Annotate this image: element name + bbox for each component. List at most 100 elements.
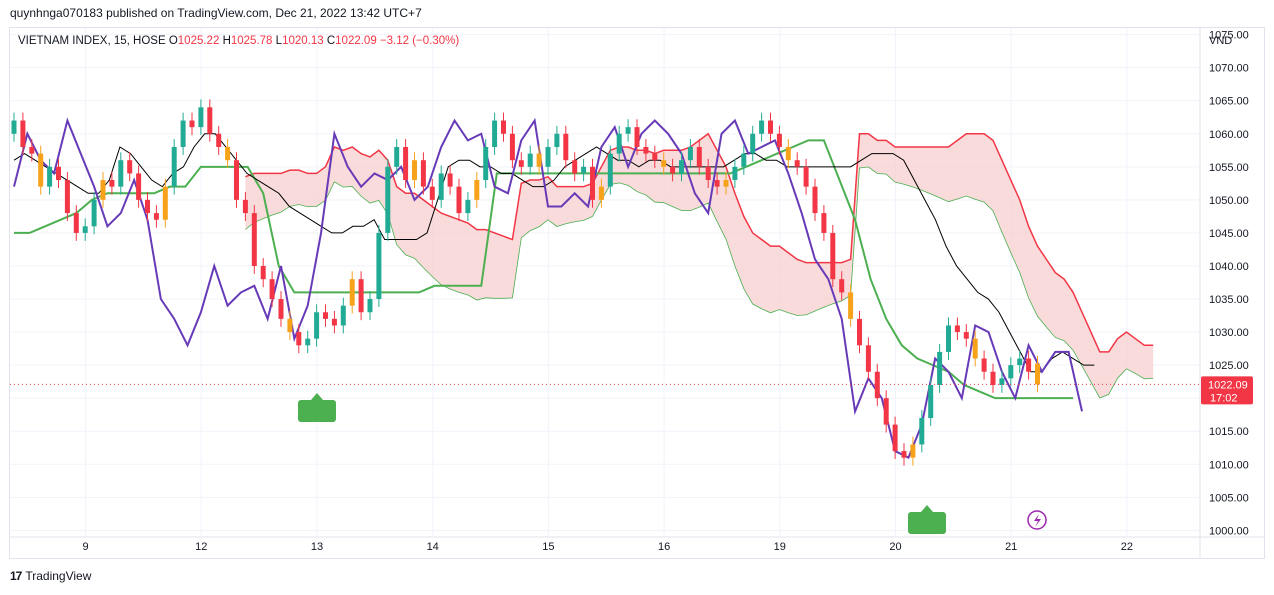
candle-body (474, 180, 480, 200)
candle-body (563, 133, 569, 161)
open-label: O (168, 35, 178, 47)
lightning-icon (1027, 510, 1047, 530)
candle-body (127, 160, 133, 174)
candle-body (100, 180, 106, 200)
candle-body (358, 279, 364, 313)
candle-body (652, 153, 658, 161)
candle-body (180, 120, 186, 147)
candle-body (420, 160, 426, 187)
symbol-name: VIETNAM INDEX, 15, HOSE (18, 35, 166, 47)
candle-body (429, 186, 435, 200)
footer: 17 TradingView (10, 569, 91, 583)
candle-body (554, 133, 560, 147)
countdown-label: 17:02 (1210, 392, 1238, 404)
candle-body (821, 213, 827, 233)
x-tick-label: 12 (195, 541, 207, 553)
candle-body (776, 133, 782, 147)
candle-body (447, 173, 453, 187)
y-tick-label: 1060.00 (1209, 129, 1249, 141)
candle-body (874, 371, 880, 399)
candle-body (981, 358, 987, 372)
cloud-area (245, 133, 1154, 398)
candle-body (590, 166, 595, 200)
y-tick-label: 1050.00 (1209, 195, 1249, 207)
candle-body (928, 384, 934, 419)
candle-body (812, 186, 818, 214)
lightning-bolt (1034, 514, 1041, 527)
candle-body (1008, 365, 1014, 379)
candle-body (251, 213, 257, 266)
candle-body (607, 153, 613, 187)
candle-body (803, 166, 809, 187)
candle-body (376, 232, 382, 300)
candles (11, 99, 1040, 466)
candle-body (598, 186, 604, 200)
published-by-line: quynhnga070183 published on TradingView.… (10, 6, 422, 20)
candle-body (367, 299, 373, 313)
candle-body (572, 160, 578, 174)
candle-body (910, 444, 916, 458)
candle-body (385, 166, 391, 233)
x-tick-label: 16 (658, 541, 670, 553)
close-label: C (326, 35, 336, 47)
y-tick-label: 1030.00 (1209, 327, 1249, 339)
candle-body (465, 199, 471, 214)
x-tick-label: 21 (1005, 541, 1017, 553)
candle-body (403, 146, 409, 181)
candle-body (29, 146, 35, 154)
candle-body (1017, 358, 1023, 366)
y-tick-label: 1045.00 (1209, 228, 1249, 240)
y-tick-label: 1005.00 (1209, 492, 1249, 504)
candle-body (305, 338, 311, 346)
symbol-legend: VIETNAM INDEX, 15, HOSE O1025.22 H1025.7… (18, 35, 459, 47)
y-tick-label: 1075.00 (1209, 30, 1249, 42)
chart-frame (9, 27, 1265, 559)
candle-body (643, 146, 649, 154)
candle-body (438, 173, 444, 200)
time-axis: 9 12 13 14 15 16 19 20 21 22 (83, 541, 1133, 553)
candle-body (937, 351, 943, 385)
candle-body (287, 318, 293, 333)
candle-body (892, 424, 898, 452)
candle-body (616, 133, 622, 154)
candle-body (919, 418, 925, 445)
candle-body (518, 160, 524, 167)
candle-body (696, 146, 702, 167)
candle-body (634, 127, 640, 147)
grid (10, 28, 1264, 558)
x-tick-label: 14 (427, 541, 439, 553)
candle-body (234, 160, 239, 200)
candle-body (723, 180, 729, 187)
candle-body (216, 133, 222, 147)
candle-body (545, 146, 551, 167)
close-value: 1022.09 (335, 35, 377, 47)
price-axis: 1000.001005.001010.001015.001020.001025.… (1209, 30, 1249, 538)
x-tick-label: 19 (774, 541, 786, 553)
low-label: L (275, 35, 283, 47)
y-tick-label: 1055.00 (1209, 162, 1249, 174)
brand-name[interactable]: TradingView (25, 569, 92, 583)
buy-marker-arrow (921, 505, 933, 512)
candle-body (82, 226, 88, 233)
axis-unit-label: VND (1209, 35, 1233, 47)
x-tick-label: 9 (83, 541, 89, 553)
candle-body (972, 338, 978, 359)
candle-body (999, 378, 1005, 385)
candle-body (198, 107, 204, 128)
y-tick-label: 1000.00 (1209, 525, 1249, 537)
candle-body (412, 160, 417, 181)
candle-body (687, 146, 693, 161)
candle-body (136, 173, 142, 200)
x-tick-label: 13 (311, 541, 323, 553)
candle-body (759, 120, 765, 134)
candle-body (189, 120, 195, 128)
candle-body (64, 180, 70, 214)
candle-body (314, 312, 320, 339)
high-value: 1025.78 (230, 35, 273, 47)
candle-body (456, 186, 462, 214)
tradingview-logo-icon[interactable]: 17 (10, 569, 22, 583)
candle-body (47, 166, 53, 187)
change-value: −3.12 (−0.30%) (379, 35, 460, 47)
